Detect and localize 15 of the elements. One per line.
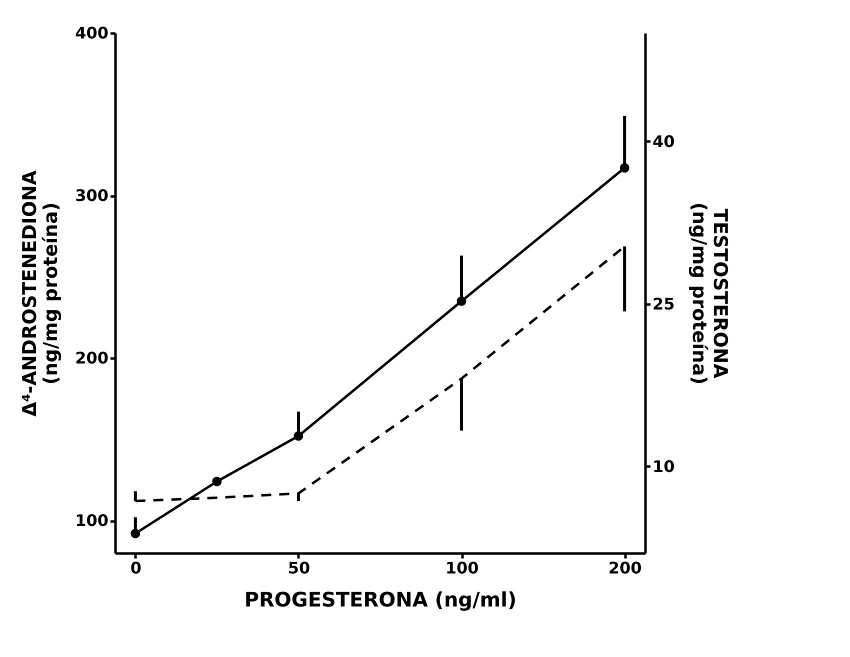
y2-tick-label: 25 [652,294,675,314]
y2-tick-label: 10 [652,456,675,476]
point [212,476,222,486]
y-tick-label: 100 [75,511,108,530]
y-tick-label: 200 [75,348,108,368]
y-tick-label: 400 [75,24,108,42]
x-tick-label: 0 [130,558,142,578]
y2-tick-label: 40 [652,132,675,151]
x-tick-label: 50 [288,558,310,578]
y-axis-title: Δ⁴-ANDROSTENEDIONA (ng/mg proteína) [19,170,62,417]
y2-axis-title: TESTOSTERONA (ng/mg proteína) [688,202,731,385]
y-tick-label: 300 [75,186,108,205]
x-axis-title: PROGESTERONA (ng/ml) [244,588,517,612]
x-tick-label: 200 [608,558,642,578]
x-tick-label: 100 [445,558,479,578]
